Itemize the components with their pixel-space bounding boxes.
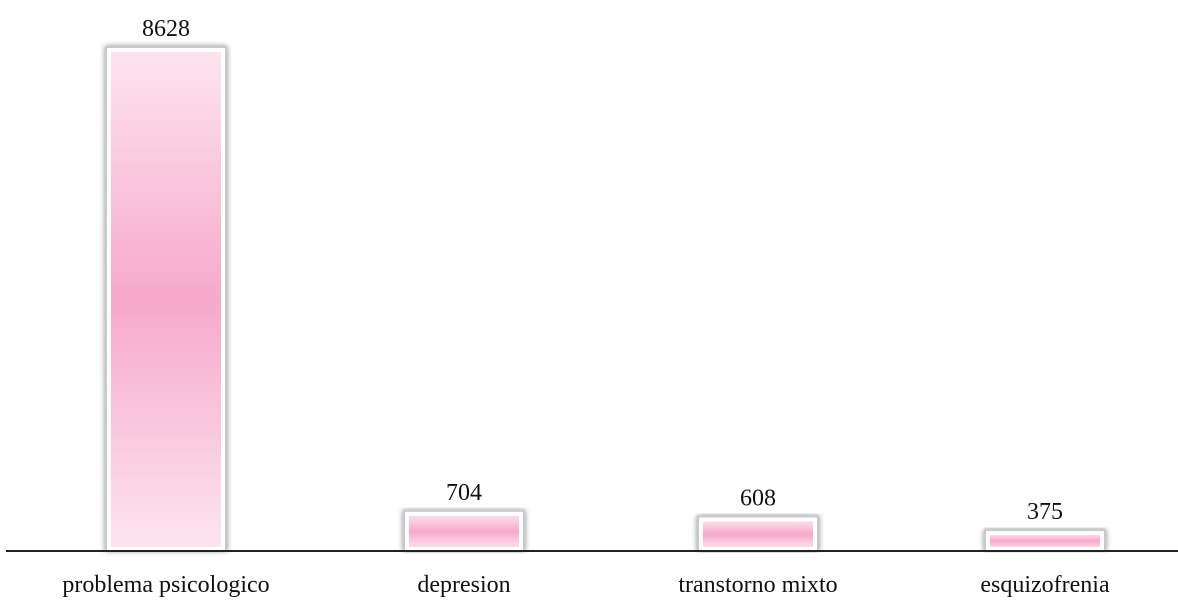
- data-label: 608: [740, 485, 776, 511]
- x-tick-label: problema psicologico: [62, 572, 269, 598]
- bar-fill: [699, 517, 817, 551]
- bar-fill: [405, 511, 523, 551]
- x-tick-labels-group: problema psicologico depresion transtorno …: [62, 572, 1110, 598]
- bar-depresion: [403, 509, 525, 551]
- x-tick-label: transtorno mixto: [678, 572, 837, 598]
- x-tick-label: depresion: [417, 572, 510, 598]
- bar-transtorno-mixto: [697, 515, 819, 551]
- data-labels-group: 8628 704 608 375: [142, 16, 1063, 525]
- data-label: 8628: [142, 16, 190, 42]
- data-label: 375: [1027, 499, 1063, 525]
- bar-fill: [986, 531, 1104, 551]
- bar-problema-psicologico: [105, 46, 227, 551]
- bar-esquizofrenia: [984, 529, 1106, 551]
- bars-group: [105, 46, 1106, 551]
- bar-fill: [107, 48, 225, 551]
- x-tick-label: esquizofrenia: [980, 572, 1110, 598]
- data-label: 704: [446, 480, 482, 506]
